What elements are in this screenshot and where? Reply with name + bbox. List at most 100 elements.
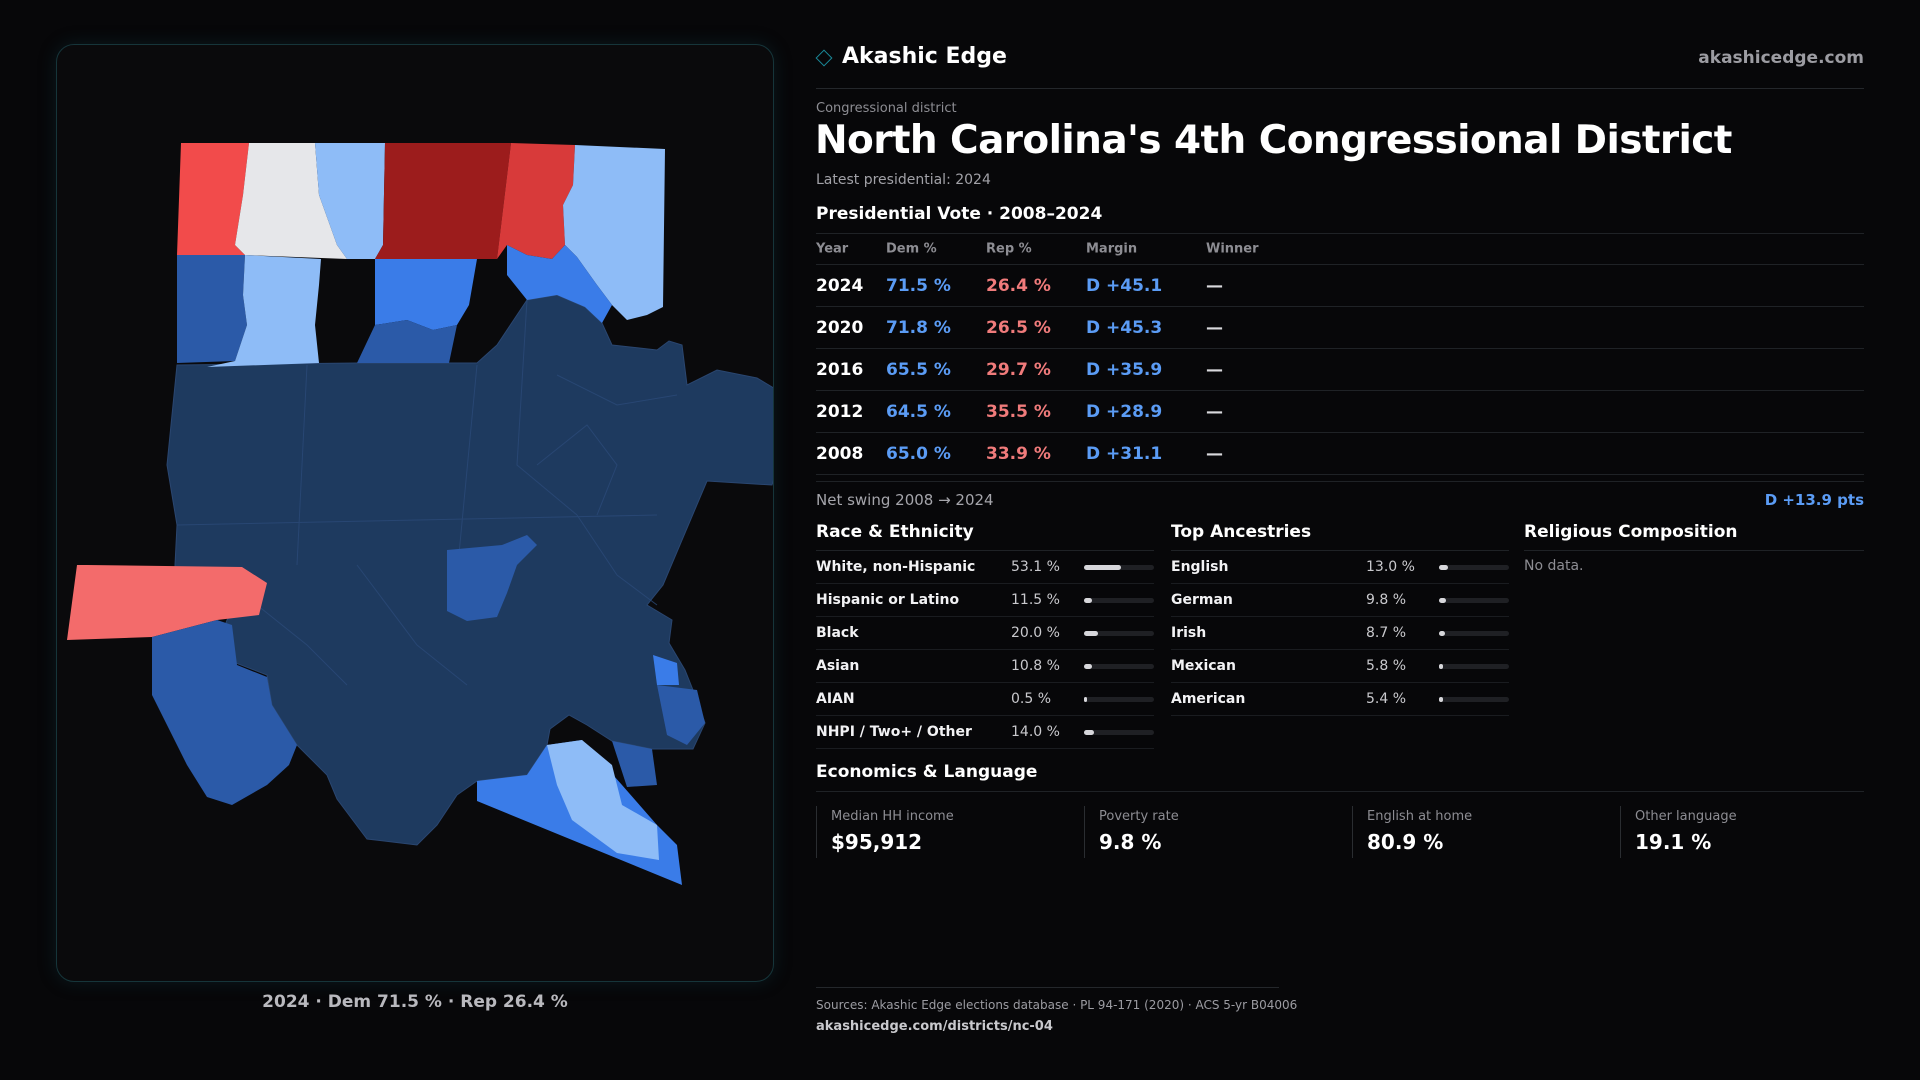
map-region-safe-rep[interactable]: [375, 143, 511, 259]
top-ancestries-list: English 13.0 % German 9.8 % Irish 8.7 % …: [1171, 550, 1509, 716]
ancestry-label: Irish: [1171, 625, 1207, 641]
list-item: Hispanic or Latino 11.5 %: [816, 584, 1154, 617]
site-link[interactable]: akashicedge.com: [1698, 48, 1864, 68]
list-item: Black 20.0 %: [816, 617, 1154, 650]
sources-footer: Sources: Akashic Edge elections database…: [816, 987, 1298, 1034]
ancestry-label: English: [1171, 559, 1229, 575]
cell-winner: —: [1206, 443, 1223, 464]
ancestry-bar: [1439, 631, 1509, 636]
stat-label: English at home: [1367, 809, 1473, 824]
map-region-lean-dem-c[interactable]: [375, 259, 477, 330]
col-header-year: Year: [816, 241, 849, 257]
map-region-lean-rep-west[interactable]: [67, 565, 267, 640]
ancestry-bar-fill: [1439, 631, 1445, 636]
stat-value: 19.1 %: [1635, 830, 1712, 854]
ancestry-bar-fill: [1439, 697, 1443, 702]
brand[interactable]: Akashic Edge: [815, 44, 1007, 69]
race-ethnicity-list: White, non-Hispanic 53.1 % Hispanic or L…: [816, 550, 1154, 749]
col-header-winner: Winner: [1206, 241, 1259, 257]
ancestry-value: 13.0 %: [1366, 559, 1415, 575]
stat-value: 80.9 %: [1367, 830, 1444, 854]
race-bar: [1084, 565, 1154, 570]
table-row: 2008 65.0 % 33.9 % D +31.1 —: [816, 433, 1864, 475]
race-bar-fill: [1084, 631, 1098, 636]
diamond-logo-icon: [815, 49, 833, 67]
map-region-tilt-dem-ne[interactable]: [563, 145, 665, 320]
ancestry-bar-fill: [1439, 664, 1443, 669]
race-label: Black: [816, 625, 859, 641]
district-url-link[interactable]: akashicedge.com/districts/nc-04: [816, 1019, 1053, 1034]
table-row: 2024 71.5 % 26.4 % D +45.1 —: [816, 265, 1864, 307]
map-region-likely-dem-w[interactable]: [177, 255, 247, 363]
map-region-nw-rep[interactable]: [177, 143, 249, 255]
net-swing: Net swing 2008 → 2024 D +13.9 pts: [816, 481, 1864, 518]
district-map[interactable]: [57, 45, 774, 982]
latest-presidential: Latest presidential: 2024: [816, 172, 991, 188]
economics-divider: [816, 791, 1864, 792]
presidential-vote-table: Year Dem % Rep % Margin Winner 2024 71.5…: [816, 233, 1864, 475]
religion-empty-state: No data.: [1524, 558, 1584, 574]
map-region-tilt-dem-w[interactable]: [207, 255, 321, 367]
race-label: AIAN: [816, 691, 855, 707]
cell-margin: D +45.1: [1086, 275, 1163, 296]
stat-other-language: Other language 19.1 %: [1620, 806, 1865, 858]
cell-winner: —: [1206, 401, 1223, 422]
col-header-dem: Dem %: [886, 241, 937, 257]
stat-value: $95,912: [831, 830, 923, 854]
table-row: 2012 64.5 % 35.5 % D +28.9 —: [816, 391, 1864, 433]
net-swing-value: D +13.9 pts: [1764, 491, 1864, 509]
race-bar: [1084, 730, 1154, 735]
district-map-panel[interactable]: [56, 44, 774, 982]
brand-name: Akashic Edge: [842, 44, 1007, 69]
map-region-likely-dem-c[interactable]: [357, 320, 457, 363]
cell-dem: 65.5 %: [886, 359, 951, 380]
race-bar-fill: [1084, 598, 1092, 603]
map-region-tilt-dem-north[interactable]: [315, 143, 385, 259]
top-ancestries-title: Top Ancestries: [1171, 522, 1312, 542]
net-swing-label: Net swing 2008 → 2024: [816, 491, 994, 509]
cell-dem: 71.5 %: [886, 275, 951, 296]
map-region-lean-dem-e[interactable]: [653, 655, 679, 685]
religious-composition-divider: [1524, 550, 1864, 551]
cell-year: 2020: [816, 317, 864, 338]
col-header-margin: Margin: [1086, 241, 1138, 257]
map-region-likely-dem-e2[interactable]: [612, 741, 657, 787]
ancestry-label: American: [1171, 691, 1246, 707]
stat-poverty-rate: Poverty rate 9.8 %: [1084, 806, 1347, 858]
list-item: AIAN 0.5 %: [816, 683, 1154, 716]
ancestry-value: 9.8 %: [1366, 592, 1407, 608]
map-region-likely-dem-sc[interactable]: [447, 535, 537, 621]
map-region-lean-dem-ne[interactable]: [507, 245, 612, 323]
stat-value: 9.8 %: [1099, 830, 1162, 854]
race-bar-fill: [1084, 664, 1092, 669]
map-region-tossup[interactable]: [235, 143, 347, 259]
race-value: 11.5 %: [1011, 592, 1060, 608]
ancestry-value: 5.4 %: [1366, 691, 1407, 707]
page-kicker: Congressional district: [816, 101, 957, 116]
map-region-tilt-dem-se[interactable]: [547, 740, 659, 860]
list-item: Mexican 5.8 %: [1171, 650, 1509, 683]
list-item: White, non-Hispanic 53.1 %: [816, 551, 1154, 584]
list-item: NHPI / Two+ / Other 14.0 %: [816, 716, 1154, 749]
table-row: 2016 65.5 % 29.7 % D +35.9 —: [816, 349, 1864, 391]
ancestry-label: German: [1171, 592, 1233, 608]
map-caption: 2024 · Dem 71.5 % · Rep 26.4 %: [262, 992, 568, 1012]
race-label: NHPI / Two+ / Other: [816, 724, 972, 740]
stat-label: Poverty rate: [1099, 809, 1179, 824]
map-region-likely-dem-sw[interactable]: [152, 620, 297, 805]
list-item: American 5.4 %: [1171, 683, 1509, 716]
ancestry-bar-fill: [1439, 598, 1446, 603]
ancestry-bar: [1439, 664, 1509, 669]
race-label: Hispanic or Latino: [816, 592, 960, 608]
race-ethnicity-title: Race & Ethnicity: [816, 522, 974, 542]
map-region-likely-rep[interactable]: [497, 143, 575, 259]
list-item: German 9.8 %: [1171, 584, 1509, 617]
race-value: 0.5 %: [1011, 691, 1052, 707]
ancestry-label: Mexican: [1171, 658, 1236, 674]
map-region-likely-dem-e1[interactable]: [657, 685, 705, 745]
race-value: 20.0 %: [1011, 625, 1060, 641]
race-value: 14.0 %: [1011, 724, 1060, 740]
sources-text: Sources: Akashic Edge elections database…: [816, 998, 1298, 1012]
cell-winner: —: [1206, 275, 1223, 296]
cell-margin: D +45.3: [1086, 317, 1163, 338]
